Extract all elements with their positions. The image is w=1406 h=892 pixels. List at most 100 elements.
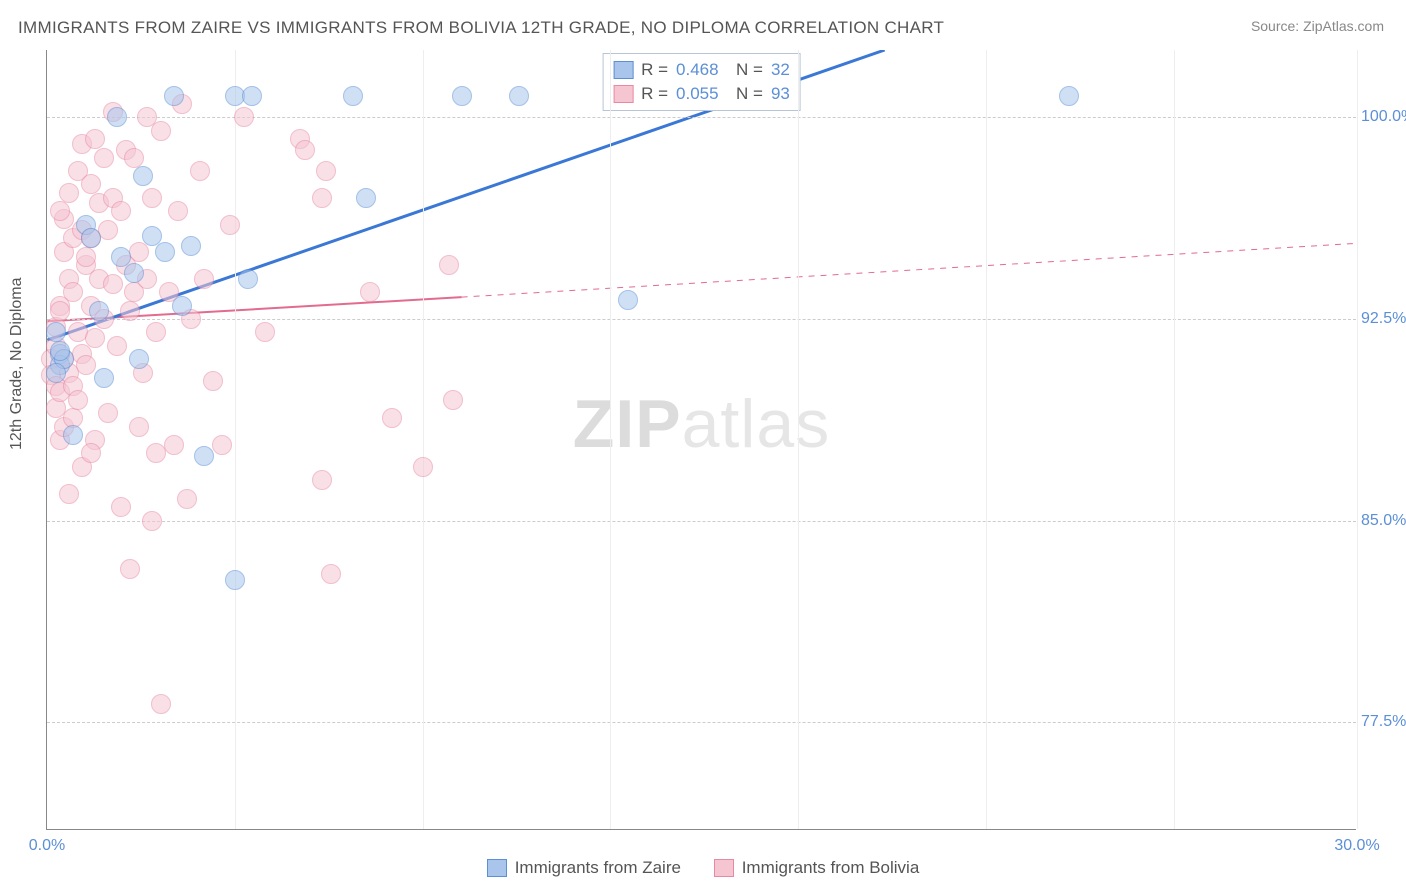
data-point: [316, 161, 336, 181]
data-point: [59, 484, 79, 504]
data-point: [356, 188, 376, 208]
data-point: [172, 296, 192, 316]
trend-lines: [47, 50, 1356, 829]
data-point: [203, 371, 223, 391]
data-point: [343, 86, 363, 106]
data-point: [321, 564, 341, 584]
grid-line-h: [47, 722, 1356, 723]
data-point: [107, 336, 127, 356]
data-point: [50, 201, 70, 221]
data-point: [312, 470, 332, 490]
series-legend: Immigrants from Zaire Immigrants from Bo…: [0, 858, 1406, 882]
source-label: Source: ZipAtlas.com: [1251, 18, 1384, 34]
data-point: [295, 140, 315, 160]
r-label: R =: [641, 60, 668, 80]
watermark: ZIPatlas: [573, 385, 830, 463]
data-point: [238, 269, 258, 289]
legend-label-zaire: Immigrants from Zaire: [515, 858, 681, 878]
data-point: [85, 129, 105, 149]
data-point: [50, 341, 70, 361]
y-tick-label: 85.0%: [1361, 512, 1406, 530]
data-point: [194, 446, 214, 466]
data-point: [63, 425, 83, 445]
data-point: [234, 107, 254, 127]
n-value-bolivia: 93: [771, 84, 790, 104]
data-point: [129, 242, 149, 262]
data-point: [312, 188, 332, 208]
data-point: [124, 148, 144, 168]
swatch-bolivia-icon: [714, 859, 734, 877]
data-point: [107, 107, 127, 127]
legend-label-bolivia: Immigrants from Bolivia: [742, 858, 920, 878]
data-point: [443, 390, 463, 410]
y-tick-label: 92.5%: [1361, 310, 1406, 328]
y-tick-label: 77.5%: [1361, 713, 1406, 731]
grid-line-v: [423, 50, 424, 829]
grid-line-v: [235, 50, 236, 829]
data-point: [81, 443, 101, 463]
swatch-zaire-icon: [487, 859, 507, 877]
data-point: [85, 328, 105, 348]
data-point: [194, 269, 214, 289]
spacer: N =: [727, 84, 763, 104]
data-point: [133, 166, 153, 186]
data-point: [255, 322, 275, 342]
data-point: [146, 322, 166, 342]
grid-line-v: [1174, 50, 1175, 829]
chart-title: IMMIGRANTS FROM ZAIRE VS IMMIGRANTS FROM…: [18, 18, 944, 38]
data-point: [225, 570, 245, 590]
data-point: [81, 174, 101, 194]
r-label: R =: [641, 84, 668, 104]
data-point: [181, 236, 201, 256]
grid-line-v: [610, 50, 611, 829]
data-point: [439, 255, 459, 275]
data-point: [76, 247, 96, 267]
correlation-legend: R = 0.468 N = 32 R = 0.055 N = 93: [602, 53, 801, 111]
x-tick-label: 30.0%: [1334, 837, 1379, 855]
data-point: [151, 121, 171, 141]
data-point: [142, 188, 162, 208]
legend-item-bolivia: Immigrants from Bolivia: [714, 858, 920, 878]
x-tick-label: 0.0%: [29, 837, 65, 855]
data-point: [618, 290, 638, 310]
data-point: [59, 183, 79, 203]
data-point: [98, 220, 118, 240]
data-point: [242, 86, 262, 106]
swatch-zaire: [613, 61, 633, 79]
watermark-suffix: atlas: [682, 386, 831, 462]
grid-line-h: [47, 319, 1356, 320]
data-point: [220, 215, 240, 235]
data-point: [190, 161, 210, 181]
data-point: [142, 511, 162, 531]
data-point: [89, 301, 109, 321]
data-point: [124, 263, 144, 283]
data-point: [120, 559, 140, 579]
y-tick-label: 100.0%: [1361, 108, 1406, 126]
data-point: [212, 435, 232, 455]
grid-line-h: [47, 521, 1356, 522]
r-value-bolivia: 0.055: [676, 84, 719, 104]
legend-row-zaire: R = 0.468 N = 32: [613, 58, 790, 82]
data-point: [382, 408, 402, 428]
data-point: [50, 301, 70, 321]
data-point: [360, 282, 380, 302]
data-point: [46, 363, 66, 383]
grid-line-v: [986, 50, 987, 829]
legend-item-zaire: Immigrants from Zaire: [487, 858, 681, 878]
data-point: [81, 228, 101, 248]
legend-row-bolivia: R = 0.055 N = 93: [613, 82, 790, 106]
data-point: [168, 201, 188, 221]
data-point: [94, 368, 114, 388]
data-point: [164, 435, 184, 455]
data-point: [76, 355, 96, 375]
data-point: [120, 301, 140, 321]
data-point: [68, 390, 88, 410]
data-point: [111, 201, 131, 221]
y-axis-label: 12th Grade, No Diploma: [8, 277, 26, 450]
grid-line-v: [1357, 50, 1358, 829]
plot-area: ZIPatlas R = 0.468 N = 32 R = 0.055 N = …: [46, 50, 1356, 830]
data-point: [46, 322, 66, 342]
r-value-zaire: 0.468: [676, 60, 719, 80]
data-point: [151, 694, 171, 714]
data-point: [509, 86, 529, 106]
